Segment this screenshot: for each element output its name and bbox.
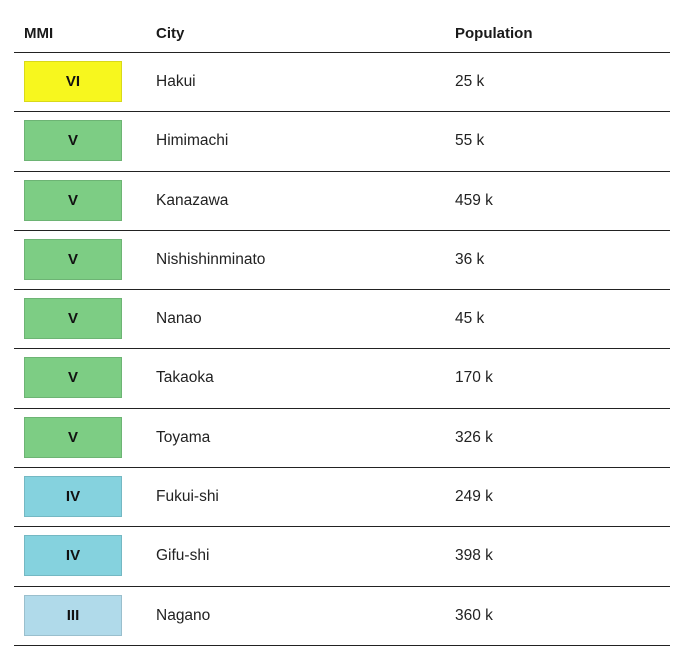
mmi-badge: V (24, 298, 122, 340)
population-value: 170 k (455, 369, 493, 387)
population-value: 55 k (455, 132, 485, 150)
table-row: V Toyama 326 k (14, 409, 670, 469)
header-mmi: MMI (24, 25, 54, 42)
mmi-badge: IV (24, 476, 122, 518)
population-value: 36 k (455, 250, 485, 268)
table-row: V Kanazawa 459 k (14, 172, 670, 231)
city-name: Toyama (156, 428, 211, 446)
mmi-badge: V (24, 238, 122, 280)
header-city: City (156, 25, 185, 42)
table-row: IV Fukui-shi 249 k (14, 468, 670, 528)
table-row: IV Gifu-shi 398 k (14, 527, 670, 587)
mmi-badge: V (24, 120, 122, 162)
population-value: 249 k (455, 488, 493, 506)
city-name: Kanazawa (156, 191, 229, 209)
mmi-badge: IV (24, 535, 122, 577)
table-row: III Nagano 360 k (14, 587, 670, 646)
mmi-badge: V (24, 416, 122, 458)
city-name: Nanao (156, 310, 202, 328)
mmi-badge: VI (24, 61, 122, 102)
city-name: Nagano (156, 606, 211, 624)
city-name: Fukui-shi (156, 488, 219, 506)
city-name: Himimachi (156, 132, 229, 150)
city-name: Hakui (156, 73, 196, 90)
population-value: 45 k (455, 310, 485, 328)
city-name: Nishishinminato (156, 250, 266, 268)
population-value: 25 k (455, 73, 485, 90)
city-name: Gifu-shi (156, 547, 210, 565)
population-value: 459 k (455, 191, 493, 209)
table-row: V Takaoka 170 k (14, 349, 670, 409)
table-header: MMI City Population (14, 14, 670, 53)
table-row: V Himimachi 55 k (14, 112, 670, 172)
mmi-badge: III (24, 594, 122, 636)
mmi-badge: V (24, 179, 122, 221)
intensity-table: MMI City Population VI Hakui 25 k V Himi… (14, 14, 670, 646)
population-value: 326 k (455, 428, 493, 446)
header-population: Population (455, 25, 533, 42)
population-value: 360 k (455, 606, 493, 624)
mmi-badge: V (24, 357, 122, 399)
table-row: VI Hakui 25 k (14, 53, 670, 113)
population-value: 398 k (455, 547, 493, 565)
city-name: Takaoka (156, 369, 214, 387)
table-row: V Nanao 45 k (14, 290, 670, 350)
table-row: V Nishishinminato 36 k (14, 231, 670, 291)
